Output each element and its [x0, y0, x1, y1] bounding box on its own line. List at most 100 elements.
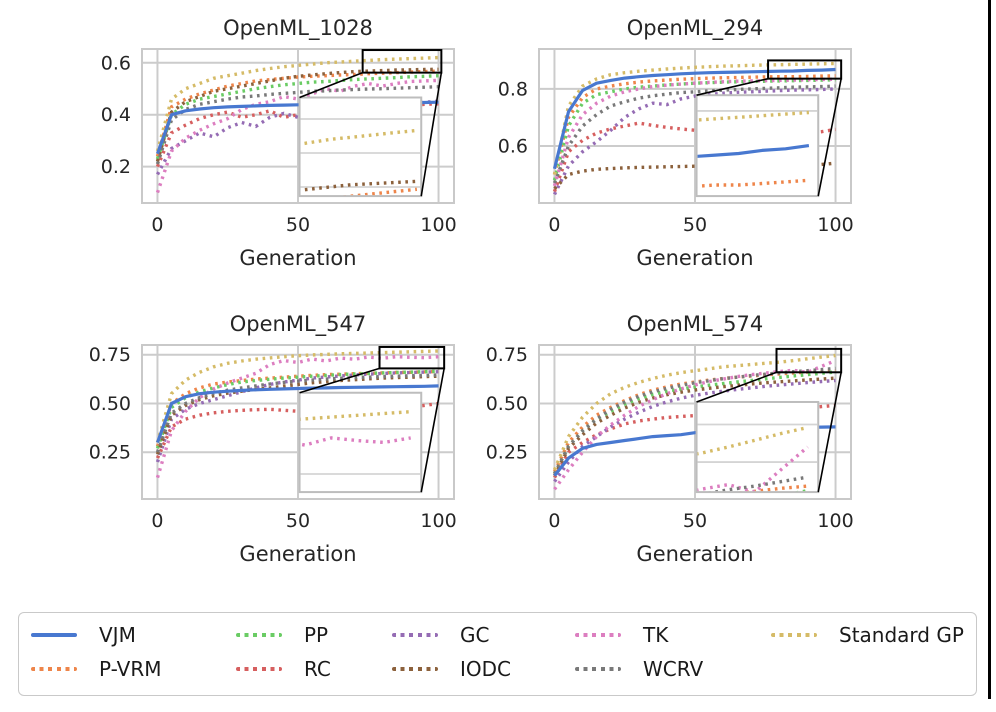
subplot-title: OpenML_574 [627, 312, 764, 337]
y-tick-label: 0.75 [89, 344, 131, 366]
x-axis-label: Generation [636, 542, 753, 566]
inset-connector-left [696, 371, 777, 403]
y-tick-label: 0.50 [486, 393, 528, 415]
zoom-region-box [361, 49, 443, 74]
inset-series-group [443, 110, 810, 297]
legend-label: Standard GP [839, 623, 964, 647]
legend-marker-standard-gp [771, 633, 817, 637]
y-tick-label: 0.6 [498, 135, 528, 157]
inset-connector-left [299, 367, 380, 394]
series-line-tk [697, 445, 809, 492]
legend-item-gc: GC [392, 623, 575, 647]
legend-marker-tk [575, 633, 621, 637]
legend-item-p-vrm: P-VRM [31, 657, 236, 681]
x-tick-label: 0 [151, 510, 163, 532]
series-line-gc [156, 99, 439, 176]
y-tick-label: 0.4 [101, 104, 131, 126]
series-line-p-vrm [345, 187, 418, 196]
legend-label: VJM [99, 623, 136, 647]
legend-item-iodc: IODC [392, 657, 575, 681]
chart-openml-547: OpenML_547 0.25 0.50 0.75 0 50 100 Generation [46, 312, 457, 593]
legend-label: RC [304, 657, 331, 681]
legend-label: PP [304, 623, 329, 647]
x-tick-label: 50 [683, 214, 707, 236]
series-line-wcrv [155, 373, 439, 453]
series-line-iodc [552, 376, 836, 477]
zoom-region-box [378, 345, 446, 370]
series-line-p-vrm [741, 484, 808, 492]
series-line-vjm [155, 384, 439, 444]
x-tick-label: 0 [151, 214, 163, 236]
legend-marker-wcrv [575, 667, 621, 671]
series-line-tk [155, 78, 439, 194]
series-line-standard-gp [697, 425, 809, 456]
series-line-tk [553, 359, 837, 491]
x-axis-label: Generation [239, 542, 356, 566]
inset-box [298, 96, 423, 198]
series-line-vjm [697, 144, 810, 158]
inset-connector-right [420, 368, 445, 493]
legend-label: P-VRM [99, 657, 162, 681]
series-line-pp [155, 369, 439, 449]
x-tick-label: 0 [548, 214, 560, 236]
series-line-pp [46, 210, 417, 297]
chart-openml-294: OpenML_294 0.6 0.8 0 50 100 Generation [443, 16, 854, 297]
legend-item-wcrv: WCRV [575, 657, 771, 681]
series-line-tk [552, 77, 836, 187]
inset-connector-right [817, 372, 842, 493]
legend-item-standard-gp: Standard GP [771, 623, 976, 647]
y-tick-label: 0.50 [89, 393, 131, 415]
y-tick-label: 0.2 [101, 156, 131, 178]
x-tick-label: 0 [548, 510, 560, 532]
inset-connector-left [696, 77, 769, 96]
x-tick-label: 100 [817, 214, 853, 236]
subplot-title: OpenML_547 [230, 312, 367, 337]
series-line-vjm [46, 573, 411, 593]
y-tick-label: 0.25 [89, 442, 131, 464]
x-axis-label: Generation [636, 246, 753, 270]
legend-item-rc: RC [236, 657, 392, 681]
legend-marker-iodc [392, 667, 438, 671]
inset-connector-right [420, 72, 443, 197]
inset-connector-right [817, 78, 842, 197]
x-tick-label: 100 [420, 510, 456, 532]
series-line-wcrv [46, 257, 417, 297]
legend-marker-pp [236, 633, 282, 637]
x-tick-label: 100 [420, 214, 456, 236]
legend-label: GC [460, 623, 490, 647]
zoom-region-box [775, 347, 843, 374]
chart-openml-1028: OpenML_1028 0.2 0.4 0.6 0 50 100 Generation [46, 16, 457, 297]
series-line-tk [46, 230, 417, 297]
series-line-standard-gp [552, 61, 836, 175]
subplot-title: OpenML_294 [627, 16, 764, 41]
series-line-rc [155, 102, 439, 168]
legend-item-pp: PP [236, 623, 392, 647]
series-line-tk [443, 199, 809, 297]
series-line-p-vrm [697, 178, 810, 188]
x-tick-label: 50 [683, 510, 707, 532]
x-axis-label: Generation [239, 246, 356, 270]
axes-spines [538, 48, 852, 204]
y-tick-label: 0.6 [101, 52, 131, 74]
y-tick-label: 0.25 [486, 442, 528, 464]
legend-item-vjm: VJM [31, 623, 236, 647]
legend-label: TK [643, 623, 669, 647]
series-line-iodc [155, 67, 439, 162]
legend-marker-vjm [31, 633, 77, 637]
legend-box: VJM PP GC TK Standard GP P-VRM RC IODC [18, 612, 977, 696]
axes-spines [538, 344, 852, 500]
series-line-gc [443, 253, 809, 297]
legend-label: WCRV [643, 657, 704, 681]
inset-box [695, 400, 820, 494]
legend-label: IODC [460, 657, 512, 681]
legend-marker-rc [236, 667, 282, 671]
y-tick-label: 0.75 [486, 344, 528, 366]
series-line-rc [552, 121, 836, 193]
series-line-pp [443, 202, 809, 297]
y-tick-label: 0.8 [498, 78, 528, 100]
axes-spines [141, 48, 455, 204]
series-line-wcrv [443, 237, 809, 297]
x-tick-label: 50 [286, 510, 310, 532]
axes-spines [141, 344, 455, 500]
